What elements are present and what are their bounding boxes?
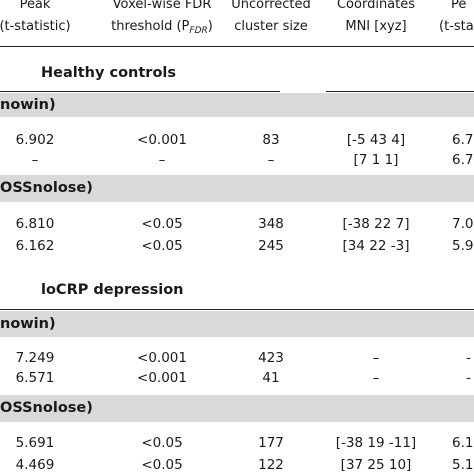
cell-peak2: 7.0 (452, 216, 474, 232)
cell-coords: – (372, 370, 380, 386)
cell-cluster: 177 (258, 435, 284, 451)
group-title-healthy-controls: Healthy controls (41, 65, 177, 81)
cell-cluster: 122 (258, 457, 284, 473)
cell-coords: [37 25 10] (340, 457, 412, 473)
cell-peak: 7.249 (15, 350, 55, 366)
header-cluster-line2: cluster size (234, 19, 308, 34)
cell-fdr: – (158, 152, 166, 168)
cell-cluster: 348 (258, 216, 284, 232)
cell-peak: 6.902 (15, 132, 55, 148)
section-band (0, 93, 474, 117)
group-rule (0, 309, 474, 310)
cell-peak2: 6.7 (452, 132, 474, 148)
cell-fdr: <0.001 (137, 350, 187, 366)
header-peak-line1: Peak (19, 0, 51, 12)
cell-fdr: <0.05 (141, 216, 183, 232)
header-peak2-line1: Pe (451, 0, 467, 12)
cell-cluster: 423 (258, 350, 284, 366)
header-coords-line2: MNI [xyz] (345, 19, 407, 34)
cell-coords: [-38 19 -11] (335, 435, 417, 451)
group-rule-left (0, 91, 280, 92)
cell-peak: 6.810 (15, 216, 55, 232)
cell-coords: [34 22 -3] (342, 238, 410, 254)
section-band (0, 311, 474, 337)
cell-cluster: 41 (262, 370, 280, 386)
cell-cluster: 245 (258, 238, 284, 254)
cell-coords: [7 1 1] (353, 152, 399, 168)
cell-peak2: 6.7 (452, 152, 474, 168)
cell-peak: – (31, 152, 39, 168)
section-label: nowin) (0, 316, 56, 332)
header-coords-line1: Coordinates (336, 0, 416, 12)
header-rule (0, 46, 474, 47)
cell-peak2: - (466, 350, 471, 366)
cell-peak: 5.691 (15, 435, 55, 451)
header-fdr-line1: Voxel-wise FDR (112, 0, 212, 12)
cell-cluster: 83 (262, 132, 280, 148)
cell-peak: 6.571 (15, 370, 55, 386)
cell-peak2: - (466, 370, 471, 386)
cell-coords: [-5 43 4] (346, 132, 406, 148)
section-label: nowin) (0, 97, 56, 113)
header-peak2-line2: (t-sta (439, 19, 474, 34)
cell-peak: 4.469 (15, 457, 55, 473)
section-band (0, 175, 474, 202)
header-peak-line2: (t-statistic) (0, 19, 71, 34)
cell-fdr: <0.05 (141, 435, 183, 451)
cell-coords: [-38 22 7] (342, 216, 410, 232)
section-label: OSSnolose) (0, 400, 93, 416)
cell-peak2: 6.1 (452, 435, 474, 451)
cell-cluster: – (267, 152, 275, 168)
group-rule-right (326, 91, 474, 92)
section-band (0, 395, 474, 422)
cell-peak2: 5.9 (452, 238, 474, 254)
header-cluster-line1: Uncorrected (231, 0, 311, 12)
header-fdr-line2: threshold (PFDR) (111, 19, 213, 36)
cell-coords: – (372, 350, 380, 366)
group-title-locrp-depression: loCRP depression (41, 282, 184, 298)
cell-peak: 6.162 (15, 238, 55, 254)
cell-peak2: 5.1 (452, 457, 474, 473)
cell-fdr: <0.05 (141, 238, 183, 254)
cell-fdr: <0.001 (137, 370, 187, 386)
cell-fdr: <0.001 (137, 132, 187, 148)
cell-fdr: <0.05 (141, 457, 183, 473)
section-label: OSSnolose) (0, 180, 93, 196)
